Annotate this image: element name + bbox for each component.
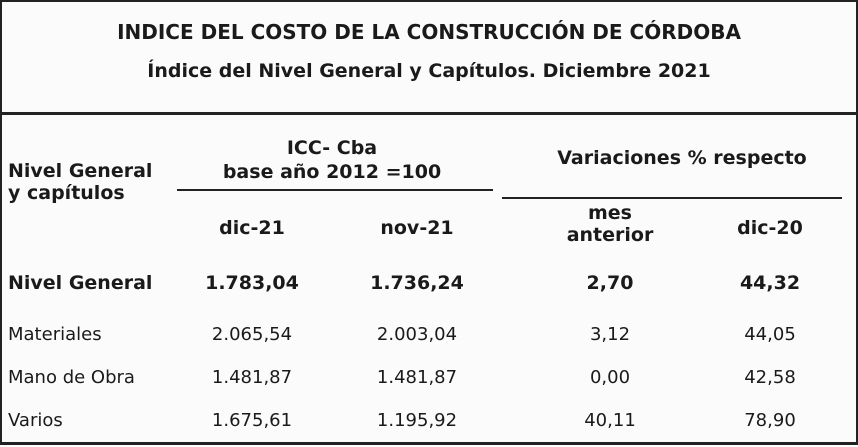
cell-value: 3,12 [589,324,631,345]
divider [2,112,856,115]
cell-value: 0,00 [589,367,631,388]
cell-value: 78,90 [744,410,796,431]
row-label: Nivel General [8,272,153,294]
header-line: mes [588,202,632,224]
cell-value: 1.195,92 [376,410,458,431]
header-line: ICC- Cba [286,137,378,159]
row-label: Mano de Obra [8,367,135,388]
cell-value: 1.481,87 [376,367,458,388]
column-header: dic-21 [219,217,285,239]
subtitle: Índice del Nivel General y Capítulos. Di… [147,60,711,82]
column-header: mes anterior [567,202,654,246]
cell-value: 40,11 [584,410,636,431]
cell-value: 44,32 [739,272,801,294]
cell-value: 1.736,24 [370,272,464,294]
variation-group-header: Variaciones % respecto [557,147,807,169]
cell-value: 2,70 [586,272,634,294]
title: INDICE DEL COSTO DE LA CONSTRUCCIÓN DE C… [117,20,741,44]
header-line: nov-21 [380,217,454,239]
row-label-header: Nivel General y capítulos [8,160,152,204]
row-label: Materiales [8,324,102,345]
header-line: anterior [566,224,654,246]
group-underline [502,197,842,199]
cell-value: 42,58 [744,367,796,388]
index-group-header: ICC- Cba base año 2012 =100 [223,136,441,184]
header-line: dic-20 [737,217,803,239]
cell-value: 44,05 [744,324,796,345]
column-header: dic-20 [737,217,803,239]
cell-value: 1.783,04 [205,272,299,294]
cell-value: 1.675,61 [211,410,293,431]
group-underline [177,189,493,191]
row-label: Varios [8,410,63,431]
cell-value: 2.003,04 [376,324,458,345]
header-line: Nivel General [8,160,153,182]
column-header: nov-21 [380,217,453,239]
header-line: base año 2012 =100 [222,161,442,183]
header-line: y capítulos [8,182,125,204]
header-line: dic-21 [219,217,285,239]
cell-value: 1.481,87 [211,367,293,388]
cell-value: 2.065,54 [211,324,293,345]
